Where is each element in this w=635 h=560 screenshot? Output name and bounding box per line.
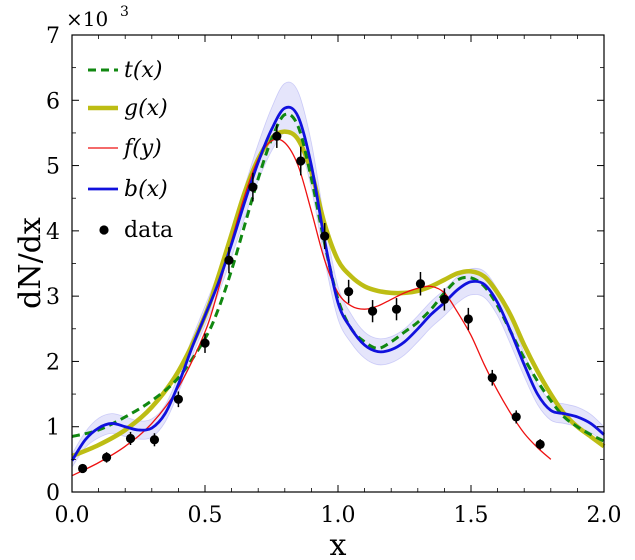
ticks-layer: 0.0 0.5 1.0 1.5 2.0 0 1 2 3 4 5 6 7 [46, 24, 622, 528]
data-point-4 [173, 394, 183, 404]
series-line-1 [71, 129, 606, 459]
data-point-9 [296, 156, 306, 166]
data-point-15 [439, 294, 449, 305]
y-tick-label-6: 6 [46, 89, 60, 114]
x-tick-label-1: 0.5 [188, 503, 223, 528]
series-line-0 [71, 112, 605, 443]
data-point-17 [487, 373, 497, 383]
data-point-2 [125, 433, 136, 444]
data-point-14 [415, 279, 426, 289]
y-tick-label-7: 7 [46, 24, 60, 49]
data-point-8 [272, 131, 282, 141]
legend-label-0: t(x) [124, 58, 162, 83]
x-tick-label-2: 1.0 [321, 503, 356, 528]
y-multiplier-exponent: 3 [120, 4, 129, 20]
legend-label-data: data [124, 218, 173, 243]
data-points-layer [78, 124, 545, 474]
x-tick-label-3: 1.5 [454, 503, 489, 528]
data-point-18 [511, 412, 521, 422]
data-point-10 [320, 231, 330, 241]
y-axis-title: dN/dx [13, 217, 48, 309]
legend-label-1: g(x) [124, 96, 168, 121]
y-tick-label-5: 5 [46, 155, 60, 180]
data-point-16 [463, 314, 473, 324]
y-tick-label-0: 0 [46, 481, 60, 506]
data-point-7 [248, 182, 258, 192]
data-point-6 [224, 255, 234, 265]
y-tick-label-4: 4 [46, 220, 60, 245]
y-tick-label-1: 1 [46, 416, 60, 441]
series-line-3 [70, 105, 605, 462]
series-line-2 [71, 138, 552, 477]
legend-label-3: b(x) [124, 177, 168, 202]
y-tick-label-2: 2 [46, 350, 60, 375]
x-tick-label-4: 2.0 [587, 503, 622, 528]
y-multiplier-label: ×10 [66, 7, 108, 31]
data-point-5 [200, 338, 210, 348]
data-point-11 [344, 286, 354, 297]
y-tick-label-3: 3 [46, 285, 60, 310]
series-layer [70, 105, 606, 477]
data-point-0 [78, 463, 88, 474]
legend: t(x) g(x) f(y) b(x) data [88, 58, 173, 243]
x-tick-label-0: 0.0 [55, 503, 90, 528]
legend-label-2: f(y) [122, 136, 162, 161]
data-point-13 [391, 304, 402, 314]
data-point-1 [101, 452, 112, 462]
data-point-12 [367, 306, 378, 316]
x-axis-title: x [330, 528, 347, 560]
data-point-3 [149, 435, 160, 445]
data-point-19 [535, 439, 545, 449]
legend-swatch-data [99, 225, 109, 235]
